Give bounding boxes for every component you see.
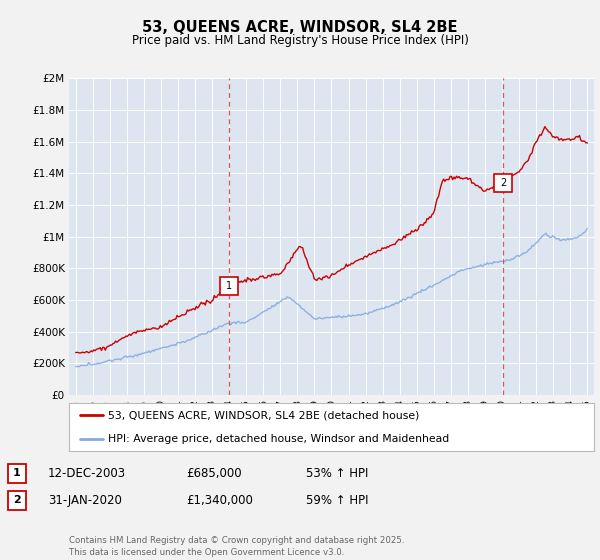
Text: HPI: Average price, detached house, Windsor and Maidenhead: HPI: Average price, detached house, Wind… [109,434,449,444]
Text: 53% ↑ HPI: 53% ↑ HPI [306,466,368,480]
Text: 59% ↑ HPI: 59% ↑ HPI [306,493,368,507]
Text: 53, QUEENS ACRE, WINDSOR, SL4 2BE: 53, QUEENS ACRE, WINDSOR, SL4 2BE [142,20,458,35]
Text: 31-JAN-2020: 31-JAN-2020 [48,493,122,507]
Text: Contains HM Land Registry data © Crown copyright and database right 2025.
This d: Contains HM Land Registry data © Crown c… [69,536,404,557]
Text: 12-DEC-2003: 12-DEC-2003 [48,466,126,480]
Text: £685,000: £685,000 [186,466,242,480]
Text: 1: 1 [13,468,20,478]
Text: 1: 1 [226,282,232,291]
Text: Price paid vs. HM Land Registry's House Price Index (HPI): Price paid vs. HM Land Registry's House … [131,34,469,46]
Text: £1,340,000: £1,340,000 [186,493,253,507]
Text: 2: 2 [500,178,506,188]
Text: 53, QUEENS ACRE, WINDSOR, SL4 2BE (detached house): 53, QUEENS ACRE, WINDSOR, SL4 2BE (detac… [109,410,420,420]
Text: 2: 2 [13,495,20,505]
